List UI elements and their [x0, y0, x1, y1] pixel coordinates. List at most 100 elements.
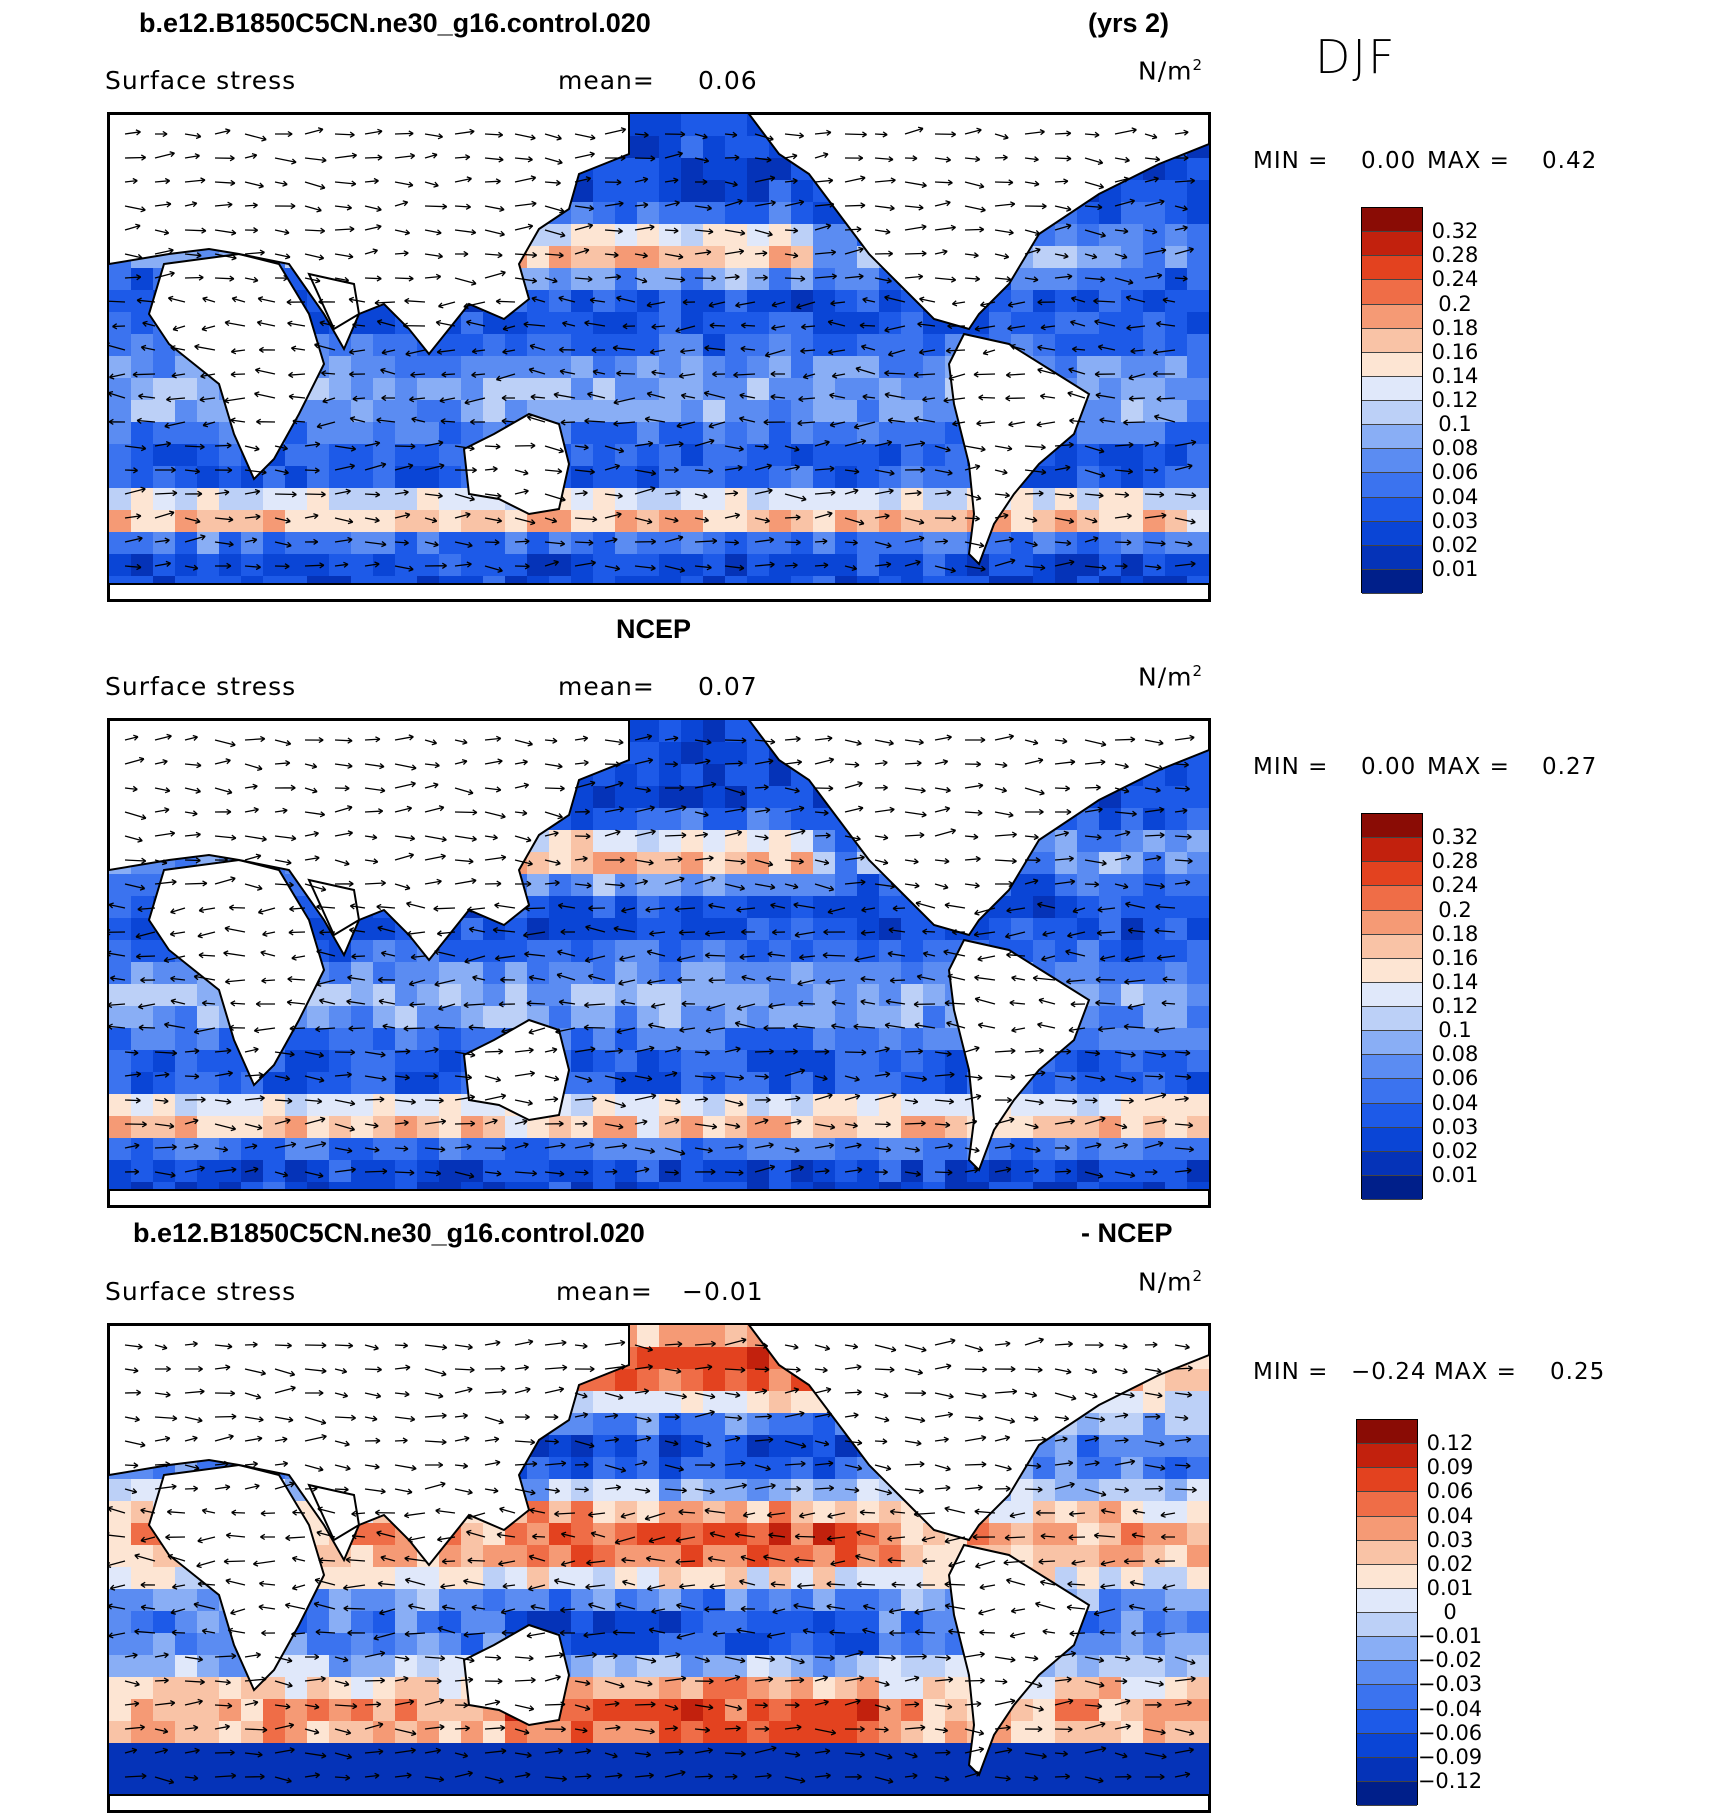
field-cell — [527, 554, 550, 577]
wind-vector — [994, 133, 1009, 140]
wind-vector — [468, 1024, 486, 1031]
wind-vector — [574, 1365, 595, 1373]
field-cell — [703, 1028, 726, 1051]
wind-vector — [1144, 1073, 1164, 1080]
field-cell — [175, 1655, 198, 1678]
wind-vector — [214, 229, 237, 236]
field-cell — [835, 1006, 858, 1029]
wind-vector — [544, 133, 562, 141]
field-cell — [637, 1325, 660, 1348]
field-cell — [593, 1545, 616, 1568]
wind-vector — [454, 1120, 476, 1127]
field-cell — [769, 1391, 792, 1414]
field-cell — [395, 1567, 418, 1590]
field-cell — [725, 1435, 748, 1458]
field-cell — [197, 1677, 220, 1700]
wind-vector — [288, 393, 306, 400]
wind-vector — [380, 950, 396, 957]
wind-vector — [754, 463, 773, 471]
wind-vector — [934, 224, 957, 231]
wind-vector — [574, 855, 588, 863]
wind-vector — [784, 759, 803, 766]
wind-vector — [184, 468, 201, 475]
field-cell — [131, 1611, 154, 1634]
field-cell — [659, 488, 682, 511]
field-cell — [835, 1094, 858, 1117]
field-cell — [285, 1138, 308, 1161]
field-cell — [1187, 852, 1209, 875]
vector-field — [109, 126, 1197, 574]
field-cell — [835, 1479, 858, 1502]
field-cell — [637, 1391, 660, 1414]
field-cell — [461, 1589, 484, 1612]
wind-vector — [184, 534, 206, 543]
field-cell — [835, 852, 858, 875]
wind-vector — [171, 372, 186, 379]
wind-vector — [1024, 180, 1040, 187]
wind-vector — [124, 513, 142, 520]
field-cell — [527, 1116, 550, 1139]
wind-vector — [784, 1118, 802, 1125]
wind-vector — [604, 127, 627, 135]
wind-vector — [514, 782, 530, 789]
field-cell — [571, 1457, 594, 1480]
field-cell — [109, 940, 132, 963]
field-cell — [131, 510, 154, 533]
panel2-max-value: 0.27 — [1542, 754, 1598, 780]
wind-vector — [591, 346, 606, 354]
field-cell — [483, 356, 506, 379]
wind-vector — [1054, 855, 1074, 862]
wind-vector — [1024, 1366, 1043, 1373]
wind-vector — [694, 1074, 716, 1081]
field-cell — [1143, 400, 1166, 423]
wind-vector — [514, 880, 532, 888]
wind-vector — [484, 1170, 502, 1177]
field-cell — [109, 1721, 132, 1744]
panel1-units: N/m2 — [1138, 56, 1204, 86]
field-cell — [791, 1072, 814, 1095]
wind-vector — [884, 370, 906, 377]
field-cell — [769, 554, 792, 577]
wind-vector — [724, 539, 740, 546]
field-cell — [527, 1479, 550, 1502]
wind-vector — [855, 366, 876, 375]
wind-vector — [304, 205, 322, 213]
field-cell — [615, 1391, 638, 1414]
field-cell — [945, 488, 968, 511]
field-cell — [659, 1028, 682, 1051]
field-cell — [813, 1633, 836, 1656]
field-cell — [923, 1721, 946, 1744]
wind-vector — [314, 342, 336, 351]
wind-vector — [874, 561, 892, 568]
field-cell — [791, 488, 814, 511]
field-cell — [747, 896, 770, 919]
wind-vector — [454, 1366, 475, 1373]
field-cell — [1033, 488, 1056, 511]
wind-vector — [424, 229, 442, 236]
wind-vector — [494, 955, 516, 962]
wind-vector — [406, 930, 426, 937]
wind-vector — [664, 805, 687, 813]
field-cell — [505, 532, 528, 555]
field-cell — [571, 422, 594, 445]
field-cell — [1011, 1721, 1034, 1744]
wind-vector — [708, 902, 726, 909]
wind-vector — [1144, 854, 1162, 862]
field-cell — [923, 1611, 946, 1634]
wind-vector — [694, 157, 710, 164]
field-cell — [791, 378, 814, 401]
wind-vector — [874, 806, 895, 814]
wind-vector — [1024, 516, 1038, 523]
wind-vector — [874, 1046, 890, 1053]
field-cell — [1099, 1721, 1122, 1744]
field-cell — [549, 1006, 572, 1029]
field-cell — [1187, 1028, 1209, 1051]
vector-field — [109, 1337, 1197, 1785]
wind-vector — [964, 882, 980, 889]
wind-vector — [854, 955, 876, 963]
wind-vector — [678, 372, 696, 379]
wind-vector — [994, 276, 1012, 283]
field-cell — [835, 1677, 858, 1700]
field-cell — [791, 1391, 814, 1414]
field-cell — [593, 356, 616, 379]
